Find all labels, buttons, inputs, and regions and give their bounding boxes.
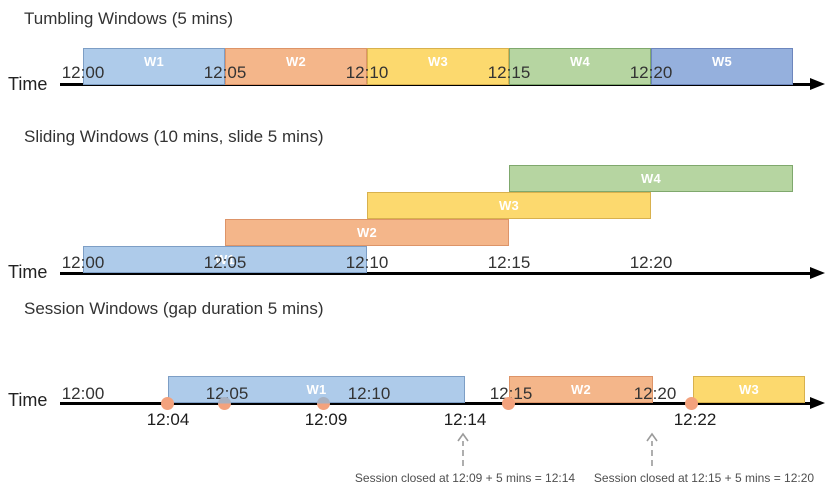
session-close-note-1: Session closed at 12:09 + 5 mins = 12:14	[354, 471, 576, 485]
session-close-note-2: Session closed at 12:15 + 5 mins = 12:20	[593, 471, 815, 485]
window-label: W2	[285, 54, 307, 69]
sliding-axis-arrowhead-icon	[810, 267, 825, 279]
window-label: W1	[143, 54, 165, 69]
tick-label-12-20: 12:20	[629, 253, 673, 272]
tumbling-window-w1: W1	[83, 48, 225, 85]
tumbling-window-w4: W4	[509, 48, 651, 85]
event-dot-12-04	[161, 397, 174, 410]
sliding-window-w2: W2	[225, 219, 509, 246]
sliding-window-w4: W4	[509, 165, 793, 192]
tick-label-12-05: 12:05	[203, 63, 247, 82]
session-window-w2: W2	[509, 376, 653, 403]
tick-label-12-00: 12:00	[61, 63, 105, 82]
window-label: W3	[427, 54, 449, 69]
session-window-w3: W3	[693, 376, 805, 403]
sliding-window-w3: W3	[367, 192, 651, 219]
window-label: W3	[738, 382, 760, 397]
window-label: W3	[498, 198, 520, 213]
session-close-arrow-icon	[646, 432, 658, 466]
tick-label-12-05: 12:05	[205, 384, 249, 403]
event-time-label-12-14: 12:14	[443, 410, 487, 429]
tumbling-window-w5: W5	[651, 48, 793, 85]
sliding-window-w1: W1	[83, 246, 367, 273]
tumbling-section-title: Tumbling Windows (5 mins)	[24, 9, 234, 28]
window-label: W1	[306, 382, 327, 397]
tick-label-12-20: 12:20	[629, 63, 673, 82]
event-dot-12-09	[317, 397, 330, 410]
event-time-label-12-22: 12:22	[673, 410, 717, 429]
window-label: W5	[711, 54, 733, 69]
session-time-axis-label: Time	[8, 390, 48, 410]
session-time-axis-line	[60, 402, 812, 405]
tick-label-12-05: 12:05	[203, 253, 247, 272]
event-dot-12-22	[685, 397, 698, 410]
tumbling-window-w2: W2	[225, 48, 367, 85]
window-label: W4	[640, 171, 662, 186]
sliding-section-title: Sliding Windows (10 mins, slide 5 mins)	[24, 127, 324, 146]
tumbling-time-axis-label: Time	[8, 74, 48, 94]
tick-label-12-10: 12:10	[345, 253, 389, 272]
sliding-time-axis-line	[60, 272, 812, 275]
sliding-time-axis-label: Time	[8, 262, 48, 282]
session-close-arrow-icon	[457, 432, 469, 466]
event-dot-12-05	[218, 397, 231, 410]
window-label: W2	[570, 382, 592, 397]
tick-label-12-00: 12:00	[61, 253, 105, 272]
tick-label-12-20: 12:20	[633, 384, 677, 403]
tumbling-window-w3: W3	[367, 48, 509, 85]
tick-label-12-10: 12:10	[345, 63, 389, 82]
session-window-w1: W1	[168, 376, 465, 403]
tick-label-12-00: 12:00	[61, 384, 105, 403]
event-time-label-12-04: 12:04	[146, 410, 190, 429]
tick-label-12-15: 12:15	[487, 63, 531, 82]
tick-label-12-15: 12:15	[487, 253, 531, 272]
window-label: W4	[569, 54, 591, 69]
session-axis-arrowhead-icon	[810, 397, 825, 409]
window-label: W1	[214, 252, 236, 267]
tick-label-12-15: 12:15	[489, 384, 533, 403]
tumbling-axis-arrowhead-icon	[810, 78, 825, 90]
session-section-title: Session Windows (gap duration 5 mins)	[24, 299, 324, 318]
event-time-label-12-09: 12:09	[304, 410, 348, 429]
event-dot-12-15	[502, 397, 515, 410]
tick-label-12-10: 12:10	[347, 384, 391, 403]
window-label: W2	[356, 225, 378, 240]
